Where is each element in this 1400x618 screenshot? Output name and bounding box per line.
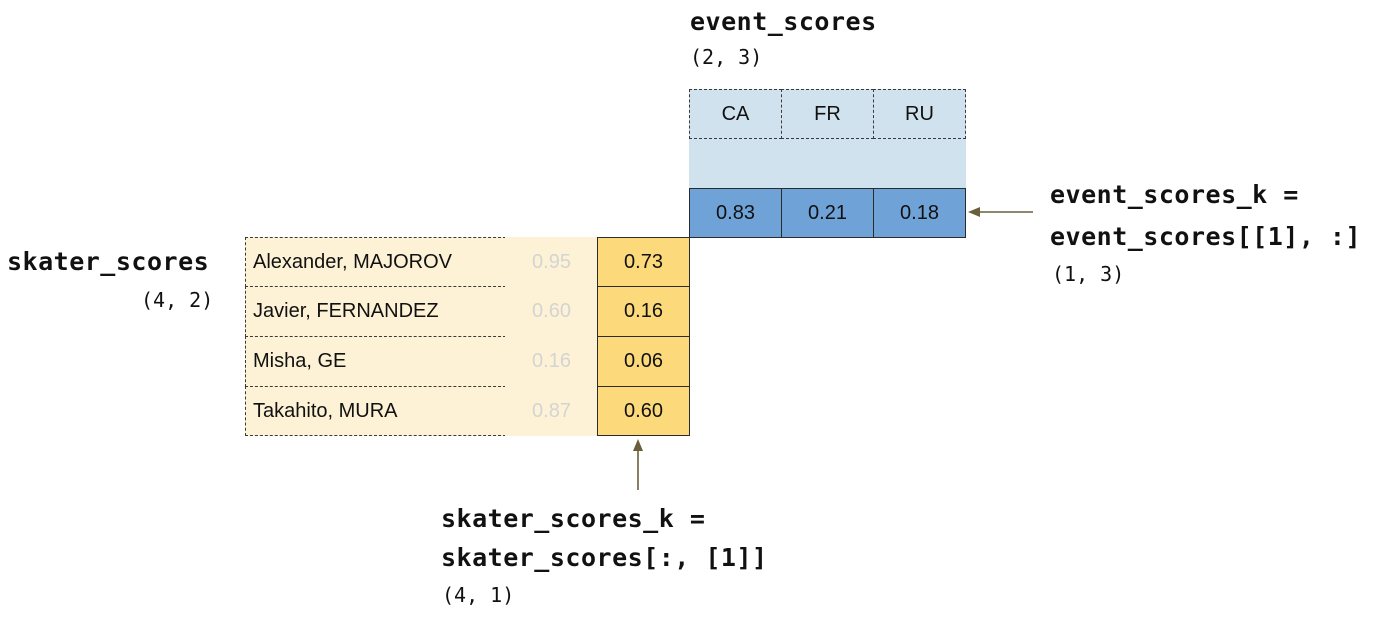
skater-selected-cell: 0.16 [597,286,690,337]
skater-faded-cell: 0.60 [532,300,571,322]
event-scores-k-line2: event_scores[[1], :] [1050,222,1362,251]
skater-faded-column [505,237,598,436]
event-header-ca: CA [689,89,782,139]
event-scores-k-line1: event_scores_k = [1050,180,1299,209]
skater-scores-k-line2: skater_scores[:, [1]] [441,543,768,572]
event-header-fr: FR [781,89,874,139]
skater-name-cell: Javier, FERNANDEZ [245,286,506,337]
skater-selected-cell: 0.06 [597,336,690,387]
skater-scores-title: skater_scores [7,247,210,276]
event-scores-k-shape: (1, 3) [1052,262,1125,286]
skater-name-cell: Alexander, MAJOROV [245,237,506,287]
event-selected-cell-ru: 0.18 [873,188,966,238]
event-scores-title: event_scores [690,7,877,36]
skater-faded-cell: 0.87 [532,399,571,422]
event-header-ru: RU [873,89,966,139]
arrow-to-skater-column [633,439,643,490]
skater-selected-cell: 0.60 [597,386,690,436]
skater-scores-shape: (4, 2) [141,288,214,312]
skater-faded-cell: 0.95 [532,250,571,273]
skater-scores-k-shape: (4, 1) [442,583,515,607]
event-faded-row [689,139,966,189]
event-selected-cell-ca: 0.83 [689,188,782,238]
event-scores-shape: (2, 3) [690,45,763,69]
skater-faded-cell: 0.16 [532,350,571,372]
arrow-to-event-row [968,207,1033,217]
skater-name-cell: Takahito, MURA [245,386,506,436]
skater-name-cell: Misha, GE [245,336,506,387]
skater-scores-k-line1: skater_scores_k = [441,504,706,533]
event-selected-cell-fr: 0.21 [781,188,874,238]
